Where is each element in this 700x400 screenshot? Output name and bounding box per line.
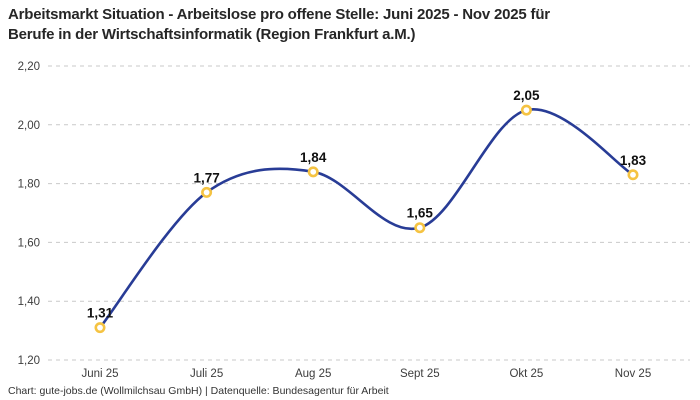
data-point-label: 1,77 bbox=[193, 170, 219, 185]
y-axis-tick-label: 1,60 bbox=[18, 237, 40, 249]
x-axis-tick-label: Juli 25 bbox=[190, 368, 223, 380]
data-point-marker bbox=[627, 169, 639, 181]
data-point-marker bbox=[94, 322, 106, 334]
data-point-label: 1,84 bbox=[300, 150, 327, 165]
data-point-label: 2,05 bbox=[513, 88, 540, 103]
data-point-label: 1,31 bbox=[87, 306, 114, 321]
data-point-marker bbox=[414, 222, 426, 234]
data-point-marker bbox=[201, 186, 213, 198]
x-axis-tick-label: Okt 25 bbox=[509, 368, 543, 380]
data-point-marker bbox=[520, 104, 532, 116]
data-point-label: 1,65 bbox=[407, 206, 434, 221]
data-point-label: 1,83 bbox=[620, 153, 647, 168]
data-point-marker bbox=[307, 166, 319, 178]
y-axis-tick-label: 1,20 bbox=[18, 355, 40, 367]
x-axis-tick-label: Sept 25 bbox=[400, 368, 440, 380]
x-axis-tick-label: Nov 25 bbox=[615, 368, 651, 380]
chart-title: Arbeitsmarkt Situation - Arbeitslose pro… bbox=[8, 5, 688, 45]
y-axis-tick-label: 1,80 bbox=[18, 179, 40, 191]
x-axis-tick-label: Aug 25 bbox=[295, 368, 331, 380]
chart-title-line2: Berufe in der Wirtschaftsinformatik (Reg… bbox=[8, 25, 416, 43]
y-axis-tick-label: 2,20 bbox=[18, 61, 40, 73]
x-axis-tick-label: Juni 25 bbox=[81, 368, 118, 380]
chart-title-line1: Arbeitsmarkt Situation - Arbeitslose pro… bbox=[8, 6, 550, 23]
y-axis-tick-label: 1,40 bbox=[18, 296, 40, 308]
chart-footer: Chart: gute-jobs.de (Wollmilchsau GmbH) … bbox=[8, 385, 389, 397]
y-axis-tick-label: 2,00 bbox=[18, 120, 40, 132]
line-series bbox=[98, 108, 635, 329]
